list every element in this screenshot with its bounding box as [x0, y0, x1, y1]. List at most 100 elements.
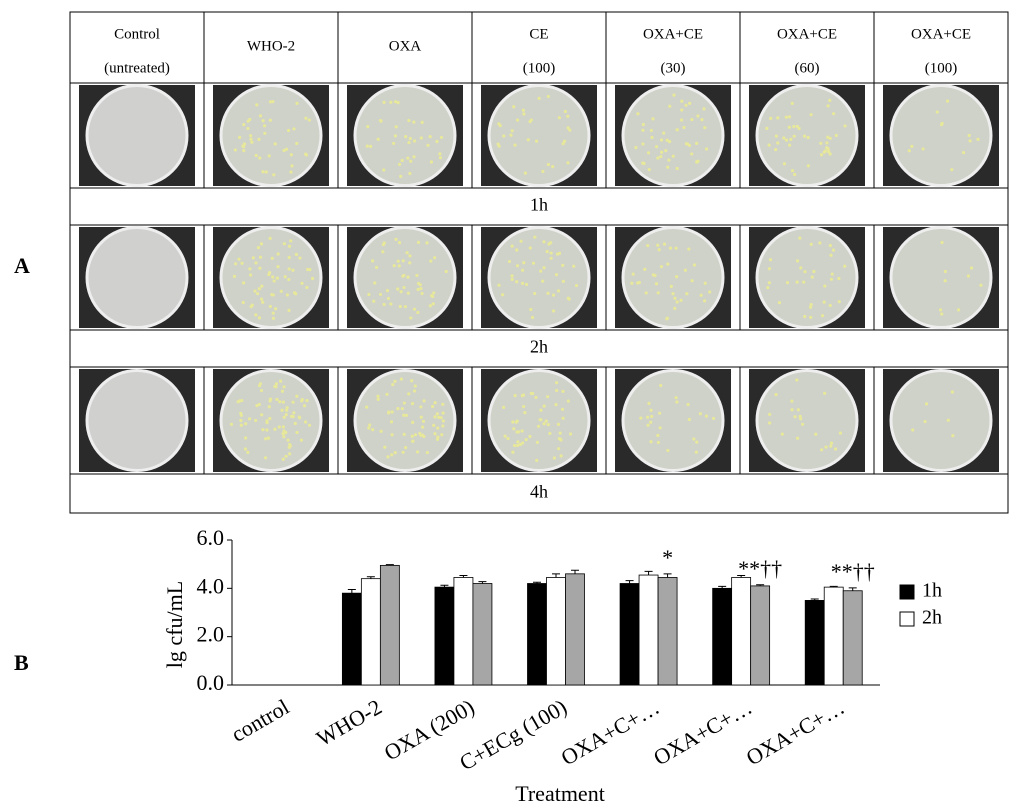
colony — [549, 256, 553, 260]
colony — [299, 438, 304, 442]
colony — [544, 419, 548, 423]
colony — [391, 382, 395, 387]
colony — [649, 408, 653, 412]
y-tick-label: 2.0 — [197, 622, 225, 647]
colony — [242, 149, 246, 153]
colony — [249, 273, 253, 277]
colony — [303, 420, 308, 424]
colony — [378, 292, 383, 297]
colony — [419, 405, 423, 409]
colony — [826, 104, 830, 108]
colony — [439, 135, 444, 140]
colony — [242, 281, 246, 285]
colony — [390, 410, 394, 414]
colony — [402, 413, 406, 417]
colony — [787, 143, 792, 147]
colony — [399, 377, 404, 381]
colony — [698, 412, 702, 416]
colony — [243, 447, 248, 451]
error-bar — [718, 585, 727, 589]
colony — [397, 241, 402, 245]
colony — [404, 413, 409, 418]
colony — [828, 303, 832, 308]
colony — [249, 137, 253, 141]
colony — [831, 248, 836, 252]
colony — [270, 293, 274, 297]
colony — [267, 405, 271, 409]
colony — [796, 408, 800, 412]
colony — [390, 433, 394, 437]
colony — [233, 148, 237, 152]
colony — [248, 267, 252, 271]
colony — [643, 267, 647, 272]
colony — [507, 259, 512, 264]
error-bar — [829, 585, 838, 588]
colony — [784, 115, 788, 119]
colony — [405, 251, 409, 255]
panel-label: B — [14, 650, 29, 675]
colony — [425, 450, 429, 455]
colony — [671, 154, 675, 158]
colony — [823, 284, 827, 288]
colony — [431, 404, 435, 409]
column-header: (60) — [795, 60, 820, 76]
colony — [829, 444, 833, 448]
colony — [282, 415, 286, 419]
bar — [527, 583, 547, 686]
colony — [700, 118, 704, 122]
colony — [656, 433, 660, 438]
colony — [386, 455, 390, 459]
colony — [825, 141, 829, 145]
colony — [393, 379, 397, 383]
petri-dish — [755, 226, 859, 329]
colony — [386, 296, 391, 301]
colony — [242, 123, 246, 127]
colony — [966, 274, 971, 278]
colony — [558, 431, 562, 435]
colony — [702, 107, 706, 111]
colony — [378, 118, 383, 123]
colony — [646, 151, 651, 155]
colony — [555, 381, 559, 385]
colony — [646, 423, 650, 427]
colony — [399, 174, 403, 178]
y-tick-label: 0.0 — [197, 670, 225, 695]
bar — [804, 600, 825, 686]
colony — [280, 408, 284, 412]
colony — [515, 118, 520, 122]
colony — [435, 139, 439, 144]
colony — [682, 125, 686, 130]
colony — [390, 453, 394, 457]
colony — [274, 382, 278, 386]
colony — [690, 152, 694, 156]
colony — [830, 272, 834, 276]
colony — [559, 454, 563, 458]
colony — [776, 116, 780, 120]
colony — [255, 404, 259, 408]
colony — [367, 426, 371, 430]
colony — [671, 292, 675, 296]
colony — [238, 135, 242, 139]
column-header: (100) — [925, 60, 958, 76]
colony — [267, 154, 271, 158]
colony — [950, 168, 954, 172]
colony — [496, 142, 500, 146]
colony — [249, 134, 253, 138]
colony — [552, 456, 557, 460]
colony — [371, 259, 375, 263]
colony — [389, 100, 393, 104]
colony — [826, 147, 830, 151]
colony — [273, 384, 277, 389]
colony — [546, 94, 550, 99]
colony — [406, 291, 410, 295]
colony — [533, 291, 537, 296]
colony — [561, 142, 565, 146]
colony — [237, 257, 241, 261]
colony — [389, 420, 394, 424]
colony — [385, 392, 389, 396]
colony — [686, 402, 690, 407]
colony — [515, 443, 520, 448]
colony — [819, 153, 824, 157]
petri-dish — [353, 226, 457, 329]
colony — [420, 120, 424, 124]
